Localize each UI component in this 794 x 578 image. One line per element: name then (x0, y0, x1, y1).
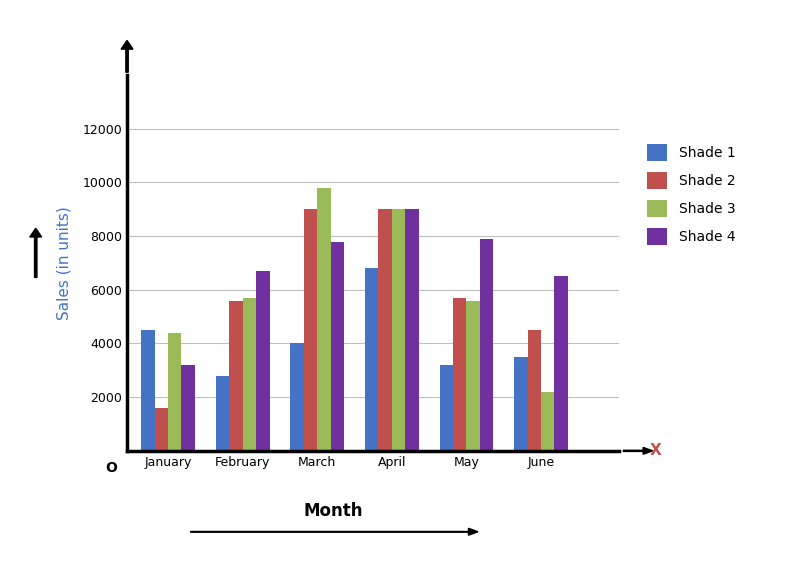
Bar (141, 330, 155, 451)
Y-axis label: Sales (in units): Sales (in units) (56, 206, 71, 320)
Bar (216, 376, 229, 451)
Bar (515, 357, 527, 451)
Text: Month: Month (304, 502, 363, 520)
Bar (243, 298, 256, 451)
Text: O: O (106, 461, 118, 475)
Bar (480, 239, 493, 451)
Bar (256, 271, 269, 451)
Bar (168, 333, 182, 451)
Bar (182, 365, 195, 451)
Legend: Shade 1, Shade 2, Shade 3, Shade 4: Shade 1, Shade 2, Shade 3, Shade 4 (641, 139, 741, 251)
Bar (527, 330, 541, 451)
Bar (318, 188, 330, 451)
Bar (453, 298, 466, 451)
Bar (155, 408, 168, 451)
Bar (330, 242, 344, 451)
Bar (541, 392, 554, 451)
Bar (391, 209, 405, 451)
Bar (304, 209, 318, 451)
Bar (365, 268, 379, 451)
Bar (229, 301, 243, 451)
Bar (554, 276, 568, 451)
Bar (440, 365, 453, 451)
Bar (405, 209, 418, 451)
Bar (291, 343, 304, 451)
Bar (466, 301, 480, 451)
Text: X: X (649, 443, 661, 458)
Bar (379, 209, 391, 451)
